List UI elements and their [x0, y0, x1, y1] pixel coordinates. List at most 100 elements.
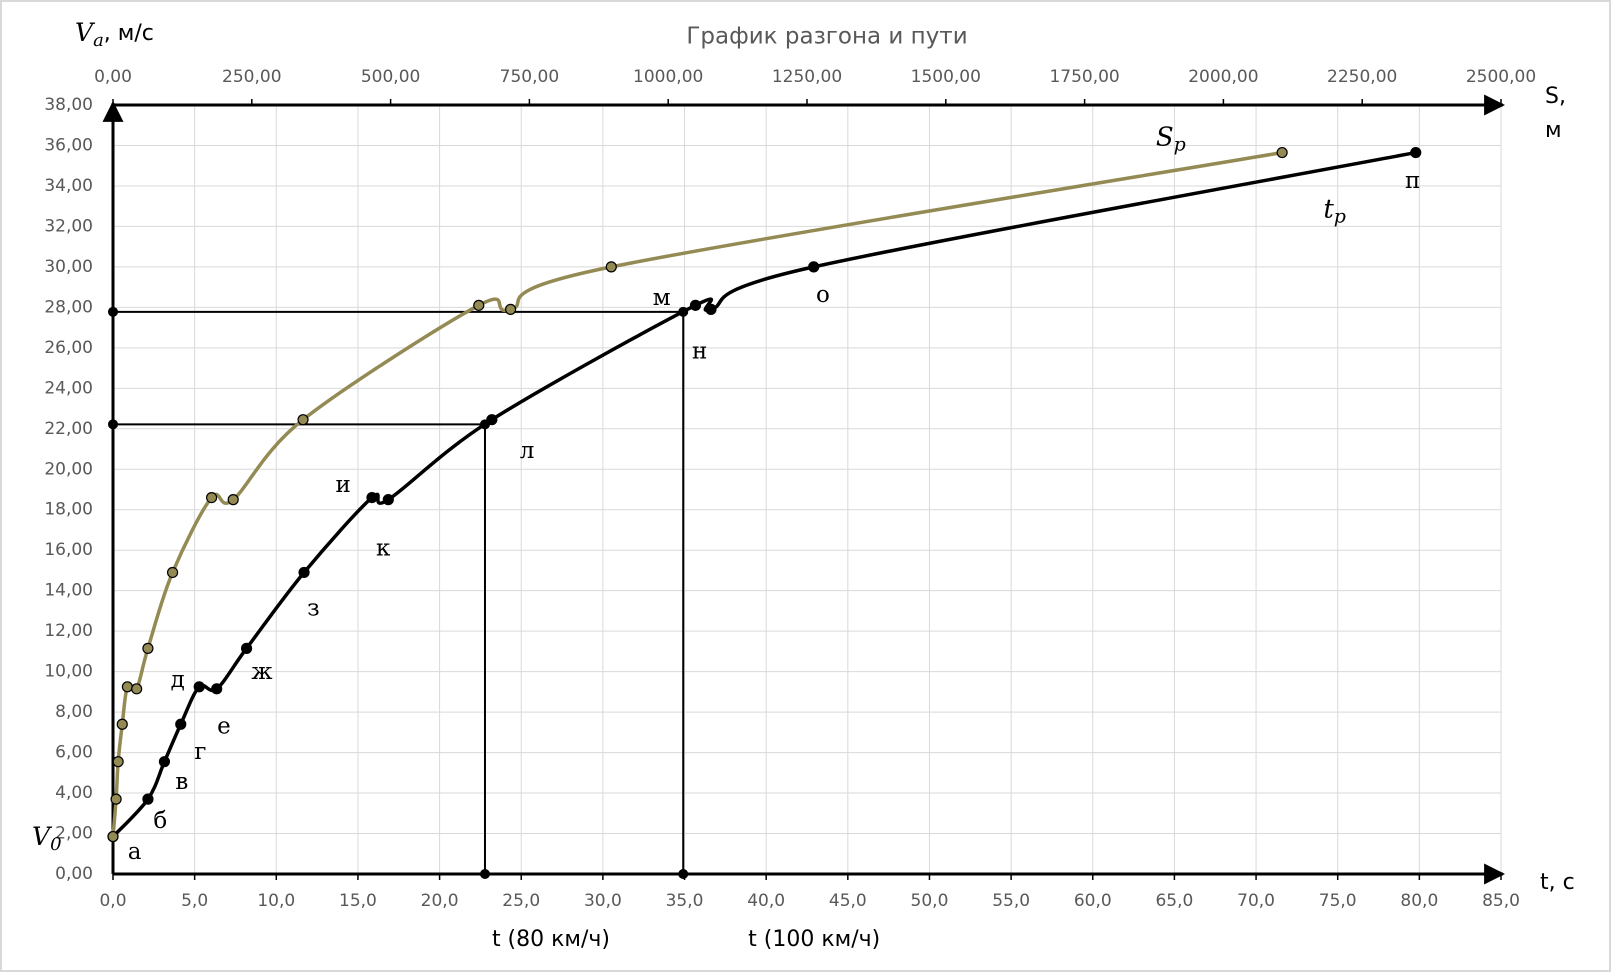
data-point — [112, 756, 124, 768]
y-tick-label: 2,00 — [55, 824, 93, 844]
data-point — [366, 491, 378, 504]
x2-tick-label: 750,00 — [500, 67, 559, 87]
point-label: о — [816, 282, 830, 308]
data-point — [808, 261, 820, 273]
y-tick-label: 22,00 — [44, 419, 93, 439]
data-point — [473, 299, 485, 311]
x-tick-label: 85,0 — [1482, 891, 1520, 911]
series-label: tp — [1323, 195, 1346, 228]
v0-label-symbol: V — [32, 822, 53, 851]
data-point — [605, 261, 617, 273]
x-tick-label: 35,0 — [666, 891, 704, 911]
reference-dot — [479, 869, 490, 879]
x-tick-label: 50,0 — [911, 891, 949, 911]
x-tick-label: 30,0 — [584, 891, 622, 911]
y-tick-label: 0,00 — [55, 864, 93, 884]
x-tick-label: 60,0 — [1074, 891, 1112, 911]
data-point — [131, 683, 143, 695]
x-tick-label: 10,0 — [257, 891, 295, 911]
x2-tick-label: 0,00 — [94, 67, 132, 87]
data-point — [1276, 146, 1288, 159]
x2-tick-label: 2250,00 — [1327, 67, 1397, 87]
series-label: Sp — [1156, 123, 1186, 156]
data-point — [206, 491, 218, 504]
data-point — [705, 303, 717, 315]
data-point — [382, 494, 394, 506]
x-tick-label: 70,0 — [1237, 891, 1275, 911]
point-label: и — [335, 472, 350, 498]
reference-dot — [108, 306, 118, 317]
data-point — [298, 566, 310, 579]
data-point — [227, 494, 239, 506]
y-axis-unit: , м/с — [104, 21, 154, 46]
x-tick-label: 55,0 — [992, 891, 1030, 911]
data-point — [116, 718, 128, 730]
point-label: л — [520, 438, 535, 464]
x-axis-label: t, с — [1540, 870, 1575, 895]
y-axis-label-symbol: V — [75, 18, 96, 47]
data-point — [110, 793, 122, 805]
data-point — [486, 414, 498, 426]
reference-dot — [108, 419, 118, 430]
data-point — [297, 414, 309, 426]
x-tick-label: 25,0 — [502, 891, 540, 911]
y-tick-label: 32,00 — [44, 216, 93, 236]
data-point — [175, 718, 187, 730]
x-tick-label: 40,0 — [747, 891, 785, 911]
y-tick-label: 24,00 — [44, 378, 93, 398]
y-tick-label: 36,00 — [44, 135, 93, 155]
data-point — [504, 303, 517, 315]
y-tick-label: 20,00 — [44, 459, 93, 479]
y-tick-label: 16,00 — [44, 540, 93, 560]
reference-dot — [678, 869, 689, 879]
y-tick-label: 34,00 — [44, 176, 93, 196]
y-tick-label: 18,00 — [44, 500, 93, 520]
x2-tick-label: 2000,00 — [1188, 67, 1258, 87]
series-label-sub: p — [1174, 134, 1186, 156]
series-label-sub: p — [1334, 206, 1346, 228]
y-tick-label: 30,00 — [44, 257, 93, 277]
x-tick-label: 0,0 — [99, 891, 126, 911]
data-point — [211, 683, 223, 695]
point-label: а — [128, 839, 142, 865]
point-label: к — [376, 536, 391, 562]
point-label: в — [175, 769, 188, 795]
x2-tick-label: 1750,00 — [1049, 67, 1119, 87]
x2-axis-label: м — [1545, 118, 1562, 143]
point-label: д — [171, 667, 185, 693]
data-point — [689, 299, 702, 311]
series-label-symbol: t — [1323, 195, 1334, 225]
reference-label: t (100 км/ч) — [748, 927, 880, 952]
point-label: г — [194, 739, 206, 765]
x2-tick-label: 1000,00 — [633, 67, 703, 87]
data-point — [142, 793, 154, 805]
y-tick-label: 6,00 — [55, 743, 93, 763]
y-tick-label: 38,00 — [44, 95, 93, 115]
x-tick-label: 5,0 — [181, 891, 208, 911]
y-tick-label: 28,00 — [44, 297, 93, 317]
y-tick-label: 26,00 — [44, 338, 93, 358]
data-point — [107, 830, 119, 843]
x2-tick-label: 250,00 — [222, 67, 281, 87]
x-tick-label: 20,0 — [421, 891, 459, 911]
data-point — [121, 681, 133, 693]
data-point — [1410, 146, 1422, 159]
x-tick-label: 45,0 — [829, 891, 867, 911]
v0-label: V0 — [32, 822, 62, 856]
point-label: б — [153, 808, 167, 834]
point-label: м — [653, 285, 671, 311]
x-tick-label: 15,0 — [339, 891, 377, 911]
y-axis-label-sub: a — [93, 30, 104, 51]
y-tick-label: 8,00 — [55, 702, 93, 722]
y-tick-label: 14,00 — [44, 581, 93, 601]
y-tick-label: 12,00 — [44, 621, 93, 641]
data-point — [158, 756, 171, 768]
point-label: з — [307, 595, 320, 621]
x-tick-label: 75,0 — [1319, 891, 1357, 911]
y-axis-label: Va, м/с — [75, 18, 154, 52]
point-label: п — [1405, 168, 1420, 194]
x2-tick-label: 2500,00 — [1466, 67, 1536, 87]
y-tick-label: 4,00 — [55, 783, 93, 803]
